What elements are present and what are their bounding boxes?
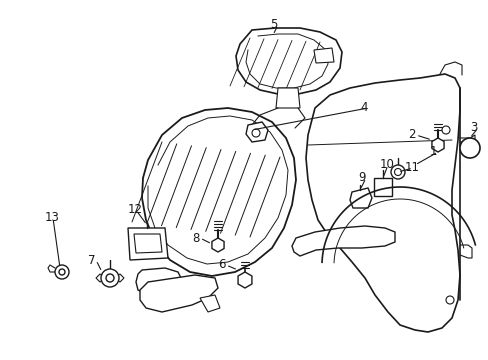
Circle shape (59, 269, 65, 275)
Polygon shape (238, 272, 251, 288)
Text: 9: 9 (357, 171, 365, 184)
Circle shape (459, 138, 479, 158)
Circle shape (55, 265, 69, 279)
Polygon shape (128, 228, 168, 260)
Polygon shape (140, 275, 218, 312)
Text: 13: 13 (45, 211, 60, 225)
Polygon shape (136, 268, 182, 295)
Polygon shape (96, 274, 107, 282)
Polygon shape (236, 28, 341, 94)
Text: 11: 11 (404, 162, 419, 175)
Circle shape (390, 165, 404, 179)
Text: 6: 6 (218, 258, 225, 271)
Polygon shape (291, 226, 394, 256)
Text: 10: 10 (379, 158, 394, 171)
Text: 2: 2 (407, 129, 415, 141)
Circle shape (251, 129, 260, 137)
Polygon shape (431, 138, 443, 152)
Polygon shape (113, 274, 124, 282)
Text: 5: 5 (269, 18, 277, 31)
Circle shape (394, 168, 401, 175)
Polygon shape (305, 74, 459, 332)
Circle shape (106, 274, 114, 282)
Text: 4: 4 (359, 102, 367, 114)
Polygon shape (373, 178, 391, 196)
Polygon shape (245, 122, 267, 142)
Polygon shape (200, 295, 220, 312)
Circle shape (445, 296, 453, 304)
Polygon shape (313, 48, 333, 63)
Text: 1: 1 (429, 145, 437, 158)
Text: 8: 8 (192, 231, 199, 244)
Polygon shape (142, 108, 295, 276)
Circle shape (441, 126, 449, 134)
Text: 7: 7 (88, 253, 95, 266)
Polygon shape (349, 188, 371, 208)
Text: 12: 12 (128, 203, 142, 216)
Text: 3: 3 (469, 121, 476, 135)
Polygon shape (134, 234, 162, 253)
Circle shape (101, 269, 119, 287)
Polygon shape (275, 88, 299, 108)
Polygon shape (211, 238, 224, 252)
